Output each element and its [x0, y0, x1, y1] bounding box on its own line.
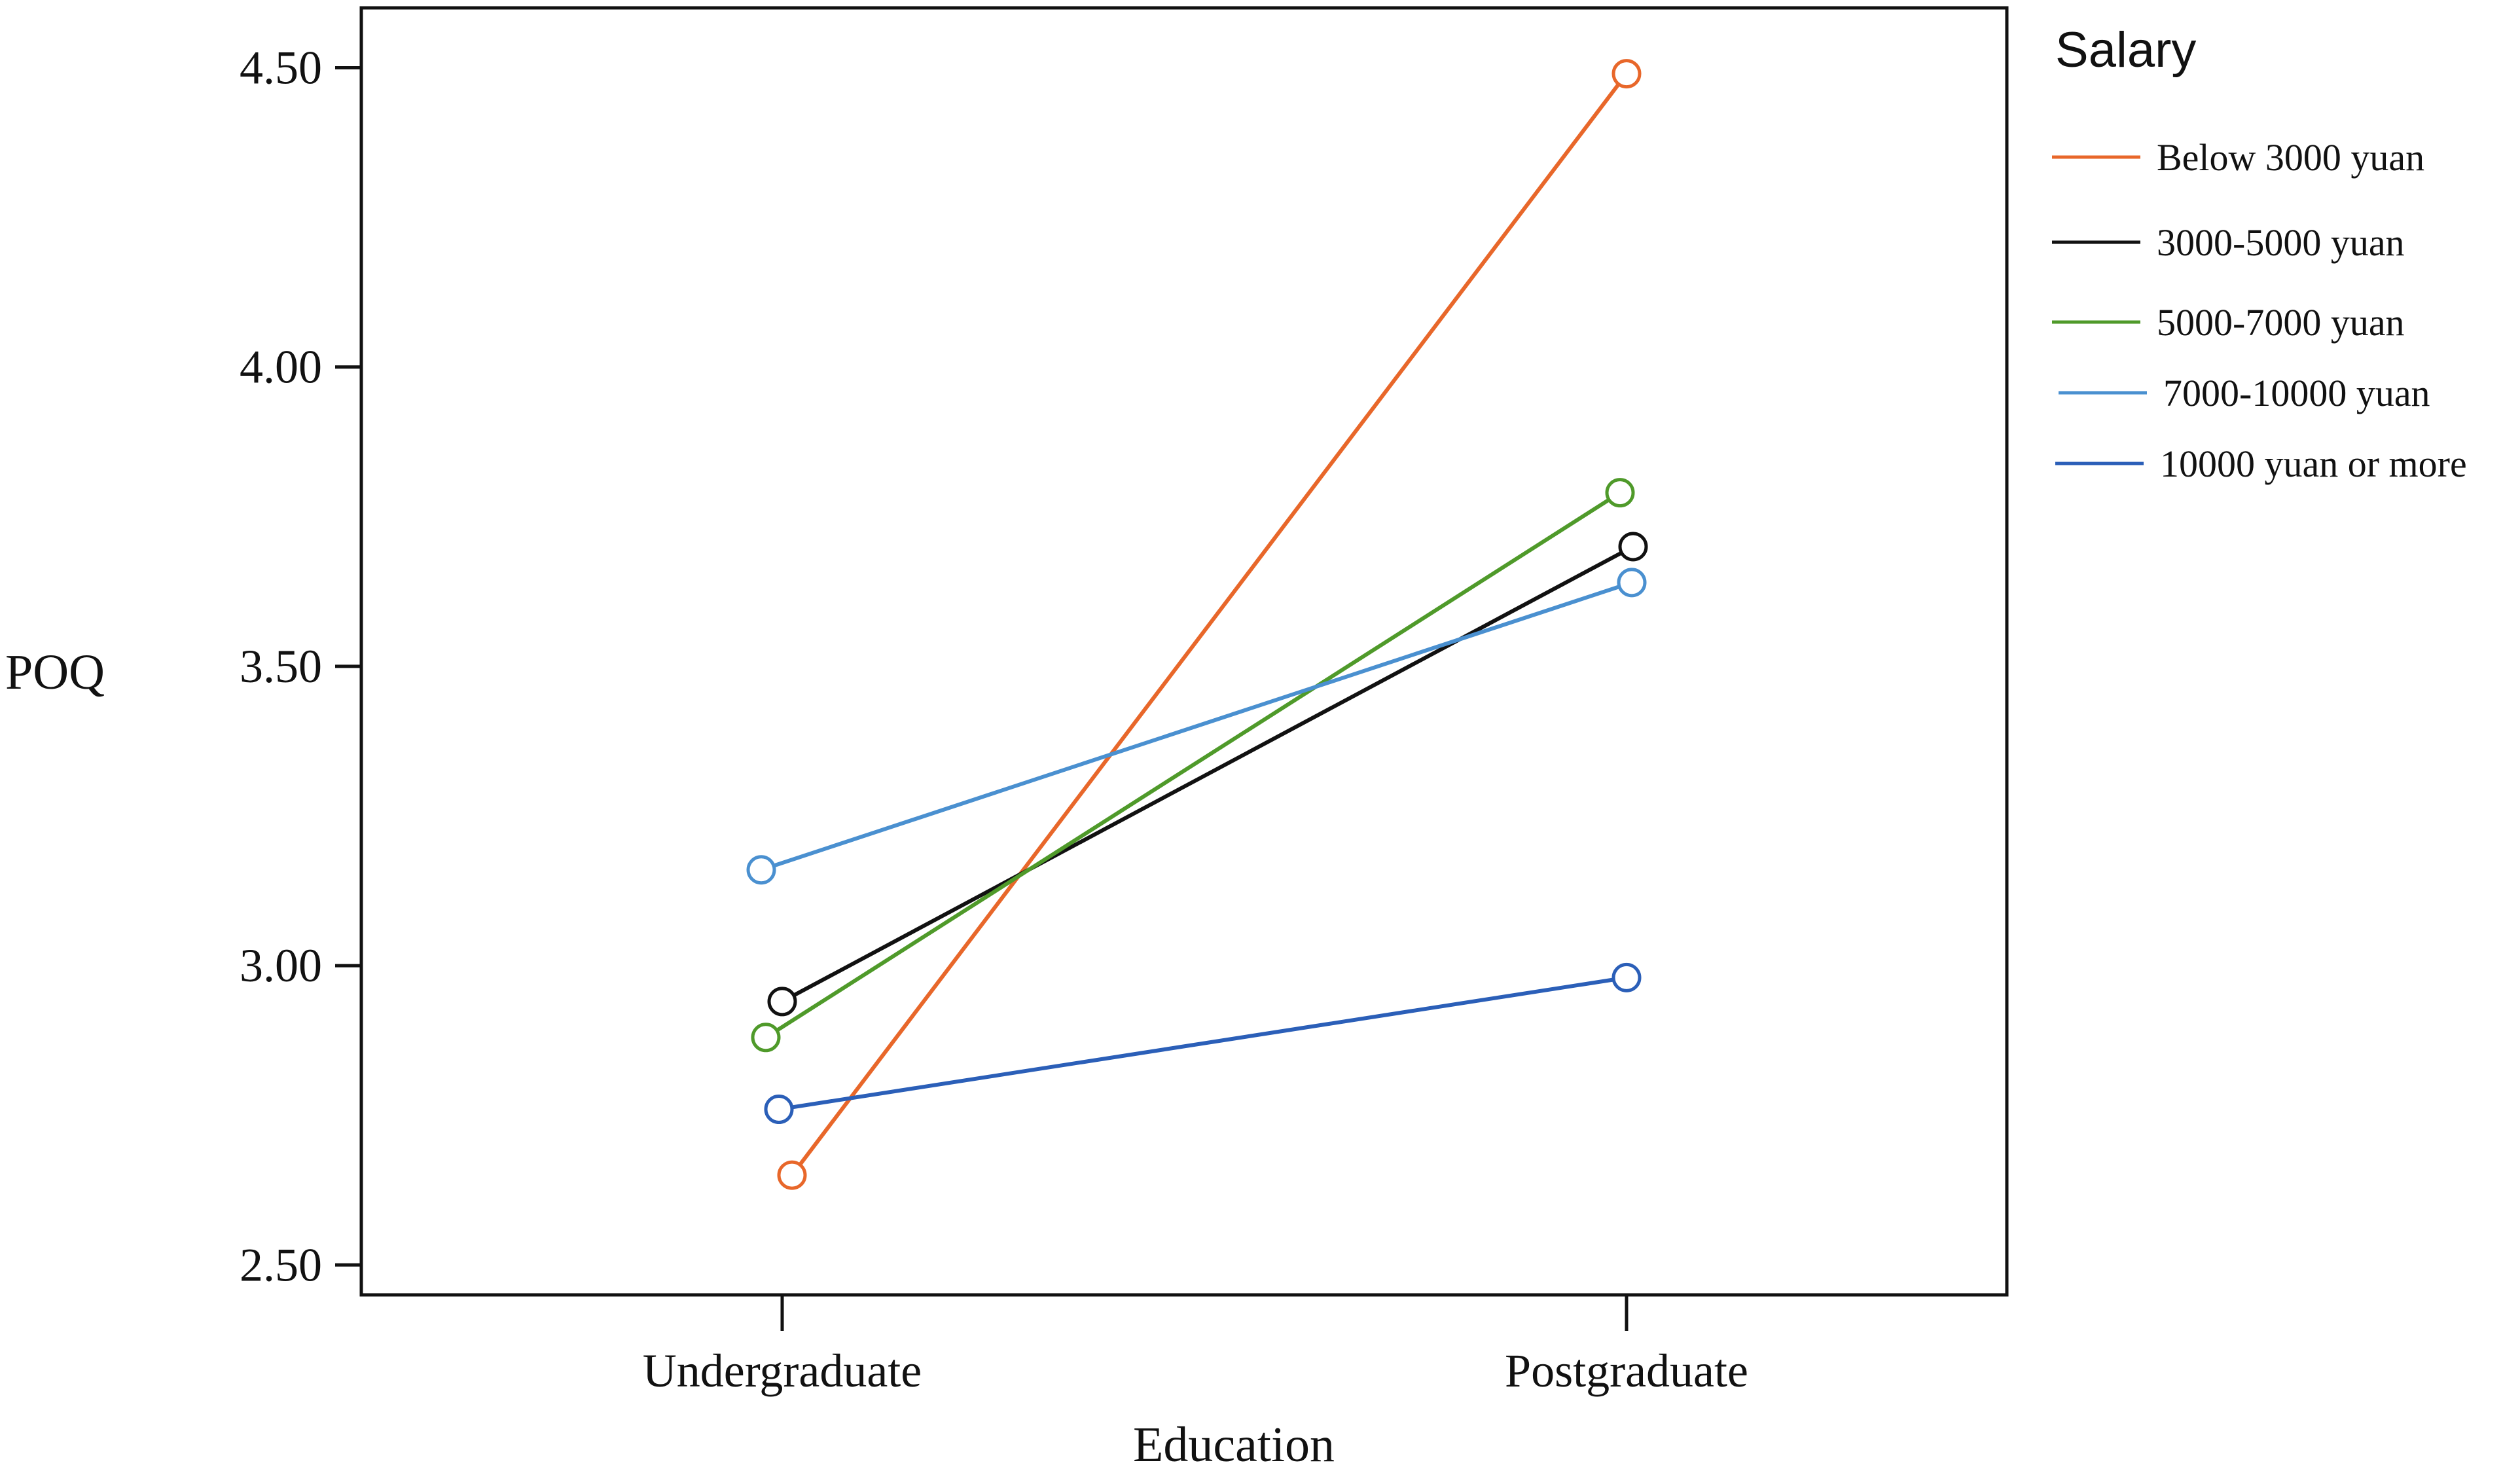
- series-line: [790, 72, 1629, 1176]
- legend-label: 3000-5000 yuan: [2157, 221, 2405, 264]
- series-line: [761, 580, 1632, 872]
- legend-item: 5000-7000 yuan: [2052, 301, 2405, 344]
- x-axis-title: Education: [1133, 1417, 1335, 1469]
- y-axis-title: POQ: [5, 645, 105, 700]
- data-point: [1618, 532, 1648, 562]
- series-layer: [746, 59, 1648, 1190]
- x-axis: Undergraduate Postgraduate: [643, 1295, 1748, 1397]
- data-point: [751, 1023, 781, 1053]
- y-tick-label: 4.00: [240, 341, 322, 393]
- plot-border: [359, 6, 2009, 1297]
- legend-label: 7000-10000 yuan: [2163, 372, 2430, 414]
- data-point: [764, 1095, 794, 1125]
- series-line: [778, 975, 1627, 1112]
- plot-frame: [359, 6, 2009, 1297]
- y-tick-label: 4.50: [240, 41, 322, 94]
- legend-label: 5000-7000 yuan: [2157, 301, 2405, 344]
- y-axis: 2.50 3.00 3.50 4.00 4.50: [240, 41, 361, 1291]
- y-tick-label: 2.50: [240, 1239, 322, 1291]
- series-2: [767, 532, 1648, 1017]
- data-point: [1611, 962, 1642, 992]
- legend-label: 10000 yuan or more: [2160, 443, 2467, 485]
- legend-item: 10000 yuan or more: [2055, 443, 2467, 485]
- data-point: [1605, 478, 1635, 508]
- y-tick-label: 3.00: [240, 939, 322, 992]
- series-line: [781, 545, 1634, 1004]
- legend-item: Below 3000 yuan: [2052, 136, 2424, 179]
- data-point: [1617, 568, 1647, 598]
- x-tick-label: Undergraduate: [643, 1345, 922, 1397]
- y-tick-label: 3.50: [240, 640, 322, 693]
- legend-item: 3000-5000 yuan: [2052, 221, 2405, 264]
- series-5: [764, 962, 1642, 1125]
- series-line: [765, 491, 1621, 1040]
- legend-label: Below 3000 yuan: [2157, 136, 2424, 179]
- data-point: [746, 855, 776, 885]
- series-4: [746, 568, 1647, 885]
- legend: Salary Below 3000 yuan 3000-5000 yuan 5000…: [2052, 22, 2467, 485]
- legend-item: 7000-10000 yuan: [2059, 372, 2430, 414]
- series-3: [751, 478, 1635, 1053]
- data-point: [777, 1160, 807, 1190]
- x-tick-label: Postgraduate: [1505, 1345, 1748, 1397]
- data-point: [1611, 59, 1642, 89]
- series-1: [777, 59, 1642, 1190]
- data-point: [767, 987, 797, 1017]
- legend-title: Salary: [2055, 22, 2196, 78]
